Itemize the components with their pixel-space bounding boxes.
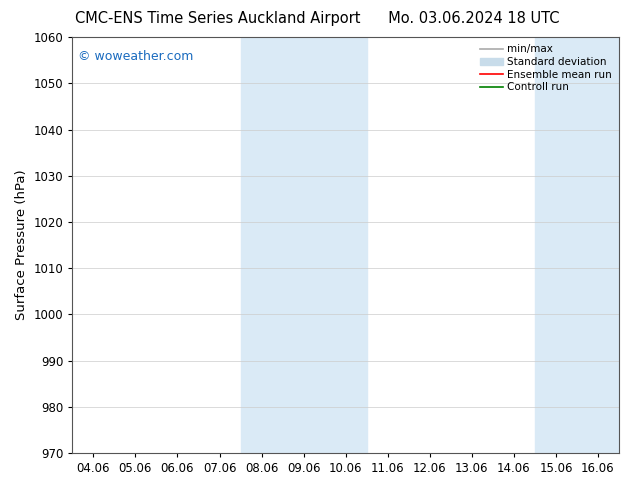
Bar	[240, 37, 366, 453]
Legend: min/max, Standard deviation, Ensemble mean run, Controll run: min/max, Standard deviation, Ensemble me…	[478, 42, 614, 95]
Text: © woweather.com: © woweather.com	[78, 49, 193, 63]
Bar	[535, 37, 634, 453]
Y-axis label: Surface Pressure (hPa): Surface Pressure (hPa)	[15, 170, 28, 320]
Text: CMC-ENS Time Series Auckland Airport      Mo. 03.06.2024 18 UTC: CMC-ENS Time Series Auckland Airport Mo.…	[75, 11, 559, 26]
